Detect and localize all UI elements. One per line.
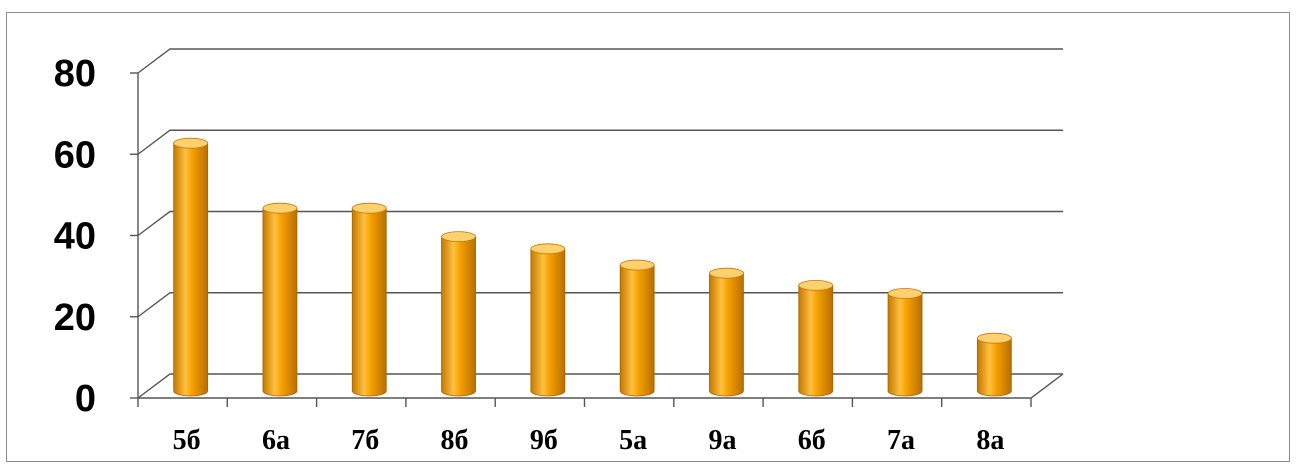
x-tick-label: 8а (976, 425, 1004, 456)
bar-top (351, 202, 387, 214)
bar (798, 279, 834, 397)
x-tick-label: 7а (887, 425, 915, 456)
bar-top (709, 267, 744, 279)
bar (173, 137, 209, 397)
bar (262, 202, 298, 397)
gridline (137, 292, 1063, 318)
bar-top (530, 243, 566, 255)
bar (441, 231, 476, 397)
bar (619, 259, 655, 397)
y-tick-label: 0 (75, 378, 96, 420)
bar-top (619, 259, 655, 271)
axes (130, 72, 1064, 407)
bar (530, 243, 566, 397)
x-tick-label: 5б (173, 425, 201, 456)
bar-body (173, 142, 209, 397)
bar-body (351, 207, 387, 397)
bar (976, 332, 1012, 397)
bar-body (441, 236, 476, 397)
gridline (137, 210, 1063, 237)
bar (351, 202, 387, 397)
x-tick-label: 9а (708, 425, 736, 456)
bars (173, 137, 1012, 397)
bar-body (798, 284, 834, 397)
bar-top (262, 202, 298, 214)
x-tick-labels: 5б 6а 7б 8б 9б 5а 9а 6б 7а 8а (173, 425, 1005, 456)
y-tick-labels: 0 20 40 60 80 (54, 53, 96, 420)
x-tick-label: 6а (262, 425, 290, 456)
bar-top (798, 279, 834, 291)
bar-body (887, 293, 923, 397)
y-tick-label: 80 (54, 53, 96, 95)
gridline (137, 129, 1063, 155)
x-tick-label: 6б (798, 425, 826, 456)
bar-top (173, 137, 209, 149)
bar-top (887, 288, 923, 299)
y-tick-label: 40 (54, 216, 96, 258)
bar-top (441, 231, 476, 243)
bar-top (976, 332, 1012, 344)
gridline (137, 373, 1063, 399)
bar (709, 267, 744, 397)
y-tick-label: 20 (54, 297, 96, 339)
y-tick-label: 60 (54, 134, 96, 176)
bar-body (976, 337, 1012, 397)
x-tick-label: 8б (441, 425, 469, 456)
bar-body (709, 272, 744, 397)
x-tick-label: 9б (530, 425, 558, 456)
gridlines (137, 48, 1063, 399)
bar-body (619, 264, 655, 397)
x-tick-label: 5а (619, 425, 647, 456)
bar (887, 288, 923, 397)
x-tick-label: 7б (351, 425, 379, 456)
gridline (137, 48, 1063, 74)
bar-body (262, 207, 298, 397)
bar-body (530, 248, 566, 397)
